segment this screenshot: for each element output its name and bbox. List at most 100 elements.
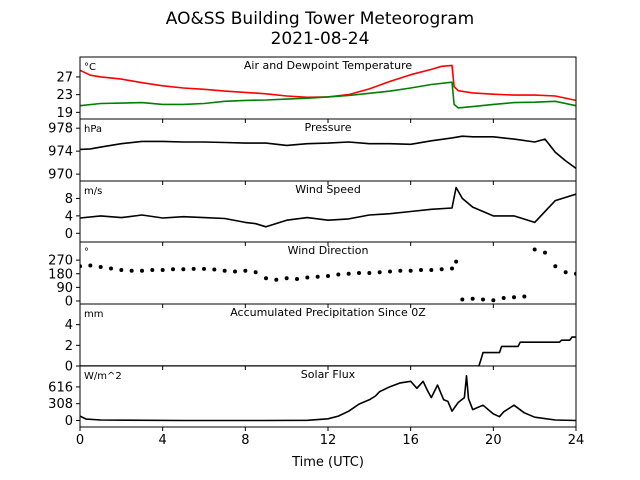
panel-wind-direction-series-1-point [388, 269, 392, 274]
panel-wind-direction-series-1-point [202, 266, 206, 271]
panel-accumulated-precipitation-since-0z-ytick-label: 2 [65, 339, 73, 354]
xtick-label: 12 [320, 433, 337, 448]
panel-solar-flux-unit-label: W/m^2 [84, 371, 122, 382]
panel-wind-direction-series-1-point [171, 267, 175, 272]
panel-wind-direction-series-1-point [553, 264, 558, 269]
panel-wind-direction-series-1-point [367, 271, 372, 275]
panel-wind-direction-ytick-label: 0 [65, 294, 73, 309]
panel-wind-direction-series-1-point [450, 266, 454, 271]
panel-wind-direction-ytick-label: 180 [48, 267, 73, 282]
panel-solar-flux-series-group [80, 374, 576, 422]
panel-wind-direction-series-1-point [222, 268, 227, 273]
panel-wind-direction-series-1-point [305, 275, 310, 280]
panel-air-and-dewpoint-temperature-series-2-line [80, 81, 576, 109]
panel-wind-direction-series-1-point [98, 264, 103, 269]
panel-air-and-dewpoint-temperature-unit-label: °C [84, 62, 96, 73]
panel-air-and-dewpoint-temperature: 19 23 27 °C Air and Dewpoint Temperature [56, 56, 577, 123]
panel-wind-direction-series-1-point [512, 295, 516, 300]
panel-wind-direction-series-1-point [284, 276, 289, 281]
panel-wind-direction-series-1-point [264, 276, 268, 281]
panel-wind-direction-series-1-point [429, 267, 434, 272]
x-axis-label: Time (UTC) [291, 455, 364, 470]
panel-wind-direction-series-1-point [470, 296, 475, 301]
panel-accumulated-precipitation-since-0z-series-group [80, 336, 576, 366]
panel-wind-speed-series-1-line [80, 186, 576, 228]
panel-air-and-dewpoint-temperature-title: Air and Dewpoint Temperature [244, 59, 412, 72]
panel-wind-direction-series-1-point [532, 247, 537, 252]
panel-air-and-dewpoint-temperature-series-1-line [80, 64, 576, 102]
panel-wind-direction-ytick-label: 270 [48, 254, 73, 269]
panel-wind-direction-series-1-point [501, 295, 506, 300]
panel-wind-direction-series-1-point [398, 268, 403, 273]
panel-wind-speed-ytick-label: 4 [65, 209, 73, 224]
panel-wind-direction-series-1-point [481, 297, 485, 302]
panel-pressure-unit-label: hPa [84, 124, 102, 135]
panel-wind-direction-series-1-point [336, 272, 341, 277]
xtick-label: 4 [159, 433, 167, 448]
panel-wind-direction-series-1-point [326, 274, 330, 279]
panel-wind-direction-series-1-point [88, 263, 93, 268]
panel-wind-direction-series-1-point [212, 267, 217, 272]
panel-wind-speed-unit-label: m/s [84, 186, 102, 197]
panel-accumulated-precipitation-since-0z-title: Accumulated Precipitation Since 0Z [230, 306, 426, 319]
panel-accumulated-precipitation-since-0z-series-1-line [80, 336, 576, 366]
panel-air-and-dewpoint-temperature-ytick-label: 23 [56, 88, 73, 103]
panel-wind-direction-series-1-point [150, 267, 155, 272]
panel-wind-direction-ytick-label: 90 [56, 281, 73, 296]
panel-accumulated-precipitation-since-0z-ytick-label: 0 [65, 360, 73, 375]
panel-pressure-ytick-label: 970 [48, 168, 73, 183]
panel-pressure-ytick-label: 974 [48, 145, 73, 160]
panel-pressure-series-group [80, 135, 576, 170]
panel-wind-direction-series-1-point [243, 268, 248, 273]
panel-pressure: 970 974 978 hPa Pressure [48, 118, 577, 185]
panel-accumulated-precipitation-since-0z-ytick-label: 4 [65, 318, 73, 333]
panel-wind-speed: 0 4 8 m/s Wind Speed [65, 180, 577, 246]
panel-wind-direction-series-1-point [160, 267, 165, 272]
panel-wind-direction-series-1-point [129, 268, 134, 273]
xtick-label: 20 [485, 433, 502, 448]
panel-wind-direction-series-1-point [191, 266, 196, 271]
panel-wind-direction-series-1-point [439, 267, 444, 272]
panel-accumulated-precipitation-since-0z-unit-label: mm [84, 309, 103, 320]
panel-wind-direction-series-1-point [140, 268, 144, 273]
panel-wind-direction-series-1-point [295, 277, 299, 282]
panel-wind-direction-series-1-point [181, 267, 186, 272]
panel-air-and-dewpoint-temperature-series-group [80, 64, 576, 109]
panel-wind-direction-series-1-point [346, 271, 351, 276]
panel-pressure-title: Pressure [305, 121, 352, 134]
panel-solar-flux-ytick-label: 308 [48, 397, 73, 412]
panel-wind-direction-series-1-point [109, 266, 113, 271]
panel-solar-flux-ytick-label: 0 [65, 414, 73, 429]
figure-title: AO&SS Building Tower Meteorogram [166, 9, 474, 29]
panel-wind-direction-series-1-point [419, 267, 423, 272]
xtick-label: 24 [568, 433, 585, 448]
panel-wind-direction-series-1-point [543, 250, 547, 255]
panel-wind-direction-series-1-point [274, 277, 279, 282]
panel-wind-direction-series-1-point [563, 270, 568, 275]
xtick-label: 0 [76, 433, 84, 448]
panel-air-and-dewpoint-temperature-ytick-label: 19 [56, 106, 73, 121]
panel-pressure-ytick-label: 978 [48, 122, 73, 137]
panel-solar-flux-series-1-line [80, 374, 576, 422]
panel-wind-direction-series-1-point [377, 270, 382, 275]
panel-solar-flux-ytick-label: 616 [48, 380, 73, 395]
panel-wind-direction-title: Wind Direction [288, 244, 369, 257]
panel-wind-direction-series-1-point [454, 259, 459, 264]
xtick-label: 16 [402, 433, 419, 448]
panel-accumulated-precipitation-since-0z: 0 2 4 mm Accumulated Precipitation Since 0Z [65, 303, 577, 375]
panel-wind-direction-unit-label: ° [84, 247, 89, 258]
panel-wind-direction-series-1-point [233, 269, 237, 274]
panel-air-and-dewpoint-temperature-ytick-label: 27 [56, 70, 73, 85]
panel-wind-speed-title: Wind Speed [295, 183, 361, 196]
figure-date: 2021-08-24 [271, 29, 370, 49]
panel-wind-direction-series-1-point [460, 297, 465, 302]
panel-wind-speed-series-group [80, 186, 576, 228]
panel-pressure-series-1-line [80, 135, 576, 170]
panel-wind-direction-series-1-point [357, 271, 361, 275]
panel-wind-direction-series-1-point [315, 274, 320, 279]
panel-wind-speed-ytick-label: 8 [65, 192, 73, 207]
panel-wind-direction-series-1-point [522, 294, 527, 299]
panel-wind-speed-ytick-label: 0 [65, 227, 73, 242]
